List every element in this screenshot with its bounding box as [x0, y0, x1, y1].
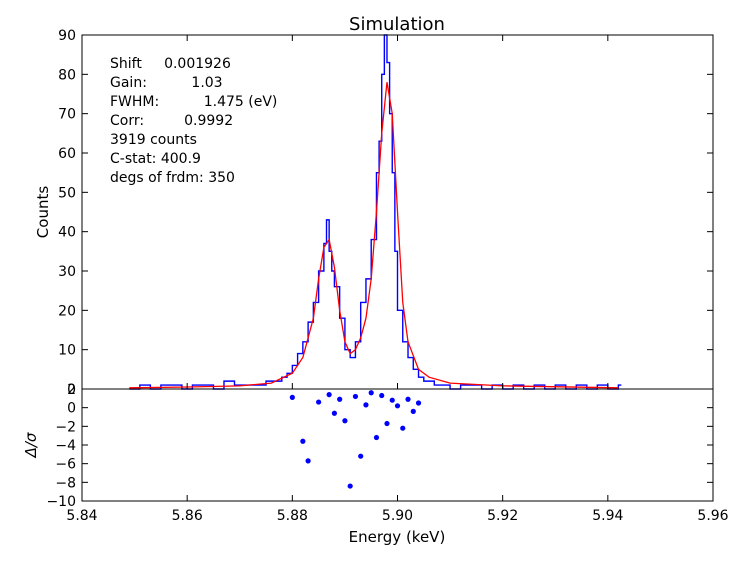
- residual-point: [358, 453, 364, 459]
- fit-statistic-line: Corr: 0.9992: [110, 113, 233, 129]
- residual-point: [368, 390, 374, 396]
- residual-point: [394, 403, 401, 409]
- counts-panel: 0 10 20 30 40 50 60 70 80 90 Counts Shift 0.00192…: [34, 28, 714, 398]
- residual-point: [300, 438, 306, 444]
- fit-statistic-line: degs of frdm: 350: [110, 170, 235, 186]
- counts-y-tick-label: 40: [58, 225, 76, 241]
- counts-y-tick-label: 80: [58, 67, 76, 83]
- residual-point: [326, 392, 332, 398]
- residual-point: [363, 402, 369, 408]
- x-tick-label: 5.90: [382, 508, 413, 524]
- counts-y-tick-label: 30: [58, 264, 76, 280]
- residual-point: [384, 420, 390, 427]
- x-tick-label: 5.88: [277, 508, 308, 524]
- chart-title: Simulation: [349, 14, 445, 35]
- x-tick-label: 5.92: [487, 508, 518, 524]
- residuals-y-tick-label: 0: [67, 401, 76, 417]
- fit-statistics: Shift 0.001926 Gain: 1.03 FWHM: 1.475 (eV)…: [110, 56, 277, 186]
- counts-y-tick-label: 0: [67, 382, 76, 398]
- residual-point: [305, 458, 311, 464]
- residual-point: [337, 396, 343, 402]
- residuals-panel: −10−8−6−4−202 5.84 5.86 5.88 5.90 5.92 5.94 5.…: [22, 382, 729, 524]
- residual-point: [331, 410, 337, 416]
- counts-y-tick-label: 50: [58, 185, 76, 201]
- residual-point: [389, 397, 395, 403]
- residual-point: [379, 392, 385, 399]
- x-tick-label: 5.84: [66, 508, 97, 524]
- residuals-y-tick-label: −8: [55, 475, 76, 491]
- residual-point: [347, 483, 353, 489]
- counts-y-axis-label: Counts: [34, 186, 52, 239]
- residuals-y-tick-label: −2: [55, 419, 76, 435]
- counts-y-tick-label: 70: [58, 107, 76, 123]
- x-tick-label: 5.86: [172, 508, 203, 524]
- residual-point: [342, 418, 348, 424]
- residual-point: [400, 425, 406, 431]
- fit-statistic-line: FWHM: 1.475 (eV): [110, 94, 277, 110]
- residual-point: [289, 394, 295, 400]
- residuals-y-tick-label: 2: [67, 382, 76, 398]
- fit-statistic-line: Gain: 1.03: [110, 75, 223, 91]
- counts-y-tick-label: 90: [58, 28, 76, 44]
- fit-statistic-line: 3919 counts: [110, 132, 197, 148]
- residual-point: [352, 393, 359, 400]
- residual-point: [405, 396, 411, 402]
- counts-y-tick-label: 10: [58, 343, 76, 359]
- residual-point: [373, 434, 380, 441]
- x-tick-label: 5.96: [697, 508, 728, 524]
- residual-point: [316, 399, 322, 405]
- residuals-y-tick-label: −4: [55, 438, 76, 454]
- residual-point: [410, 408, 416, 414]
- counts-y-tick-label: 20: [58, 303, 76, 319]
- fit-statistic-line: C-stat: 400.9: [110, 151, 201, 167]
- series-model: [129, 82, 619, 389]
- residuals-y-axis-label: Δ/σ: [22, 432, 40, 458]
- fit-statistic-line: Shift 0.001926: [110, 56, 231, 72]
- x-axis-label: Energy (keV): [349, 528, 446, 546]
- residuals-y-tick-label: −6: [55, 457, 76, 473]
- counts-y-tick-label: 60: [58, 146, 76, 162]
- x-tick-label: 5.94: [592, 508, 623, 524]
- residual-point: [415, 400, 422, 406]
- residuals-y-tick-label: −10: [46, 494, 76, 510]
